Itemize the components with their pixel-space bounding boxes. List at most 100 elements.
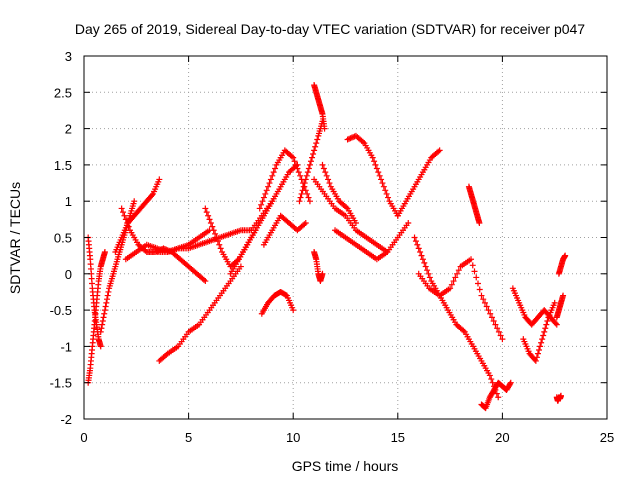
data-point [302,176,309,183]
data-point [304,190,311,197]
data-point [311,147,318,154]
data-point [270,169,277,176]
data-point [369,154,376,161]
data-point [125,223,132,230]
data-point [474,280,481,287]
data-point [265,183,272,190]
data-point [490,317,497,324]
data-point [205,212,212,219]
data-point [412,238,419,245]
x-tick-label: 0 [80,430,87,445]
data-point [345,135,352,142]
data-point [553,321,560,328]
data-point [562,252,569,259]
data-point [417,249,424,256]
data-point [103,299,110,306]
data-point [483,303,490,310]
data-point [216,241,223,248]
data-point [99,317,106,324]
y-tick-label: -1.5 [50,376,72,391]
data-point [448,281,455,288]
data-point [97,328,104,335]
data-point [485,307,492,314]
data-point [379,180,386,187]
data-point [372,161,379,168]
data-point [269,172,276,179]
data-point [481,404,488,411]
data-point [373,165,380,172]
data-point [302,219,309,226]
data-point [263,187,270,194]
data-point [291,158,298,165]
data-point [163,351,170,358]
data-point [266,180,273,187]
data-point [306,161,313,168]
data-point [300,183,307,190]
data-point [418,252,425,259]
data-point [267,176,274,183]
y-tick-label: -1 [60,339,72,354]
data-point [258,201,265,208]
data-point [551,299,558,306]
data-point [148,192,155,199]
data-point [212,230,219,237]
data-point [156,176,163,183]
data-point [309,154,316,161]
data-point [202,278,209,285]
data-point [101,310,108,317]
data-point [102,303,109,310]
data-point [352,219,359,226]
data-point [301,180,308,187]
x-tick-label: 10 [286,430,300,445]
data-point [538,339,545,346]
data-point [104,296,111,303]
data-point [98,325,105,332]
data-point [297,194,304,201]
x-tick-label: 20 [495,430,509,445]
data-point [282,291,289,298]
data-point [217,245,224,252]
y-tick-label: 1 [65,194,72,209]
data-point [104,292,111,299]
data-point [534,350,541,357]
data-point [488,376,495,383]
chart-title: Day 265 of 2019, Sidereal Day-to-day VTE… [75,21,585,37]
data-point [296,198,303,205]
data-point [259,198,266,205]
data-point [214,238,221,245]
data-point [499,336,506,343]
data-point [455,267,462,274]
data-point [124,219,131,226]
data-point [536,347,543,354]
data-point [97,343,104,350]
data-point [343,204,350,211]
data-point [497,332,504,339]
data-point [544,317,551,324]
data-point [376,172,383,179]
data-point [260,194,267,201]
data-point [405,219,412,226]
data-point [272,165,279,172]
data-point [414,241,421,248]
data-point [326,180,333,187]
data-point [473,274,480,281]
data-point [307,158,314,165]
data-point [371,158,378,165]
data-point [206,216,213,223]
data-point [539,336,546,343]
data-point [344,136,351,143]
data-point [121,212,128,219]
data-point [557,392,564,399]
data-point [426,274,433,281]
data-point [295,169,302,176]
data-point [436,147,443,154]
data-point [480,296,487,303]
data-point [305,194,312,201]
data-point [422,263,429,270]
data-point [552,320,559,327]
y-tick-label: 0.5 [54,231,72,246]
data-point [306,198,313,205]
grid [84,56,607,419]
data-point [348,134,355,141]
data-point [100,314,107,321]
